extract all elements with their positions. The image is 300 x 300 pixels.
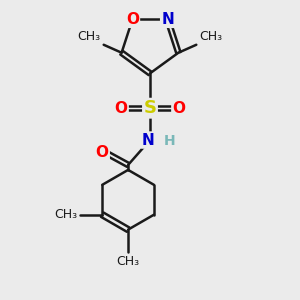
Text: O: O <box>126 12 139 27</box>
Text: H: H <box>164 134 176 148</box>
Text: N: N <box>161 12 174 27</box>
Text: O: O <box>96 146 109 160</box>
Text: CH₃: CH₃ <box>78 30 101 43</box>
Text: N: N <box>142 133 154 148</box>
Text: O: O <box>115 101 128 116</box>
Text: CH₃: CH₃ <box>199 30 222 43</box>
Text: CH₃: CH₃ <box>54 208 77 221</box>
Text: S: S <box>143 99 157 117</box>
Text: O: O <box>172 101 185 116</box>
Text: CH₃: CH₃ <box>116 254 140 268</box>
